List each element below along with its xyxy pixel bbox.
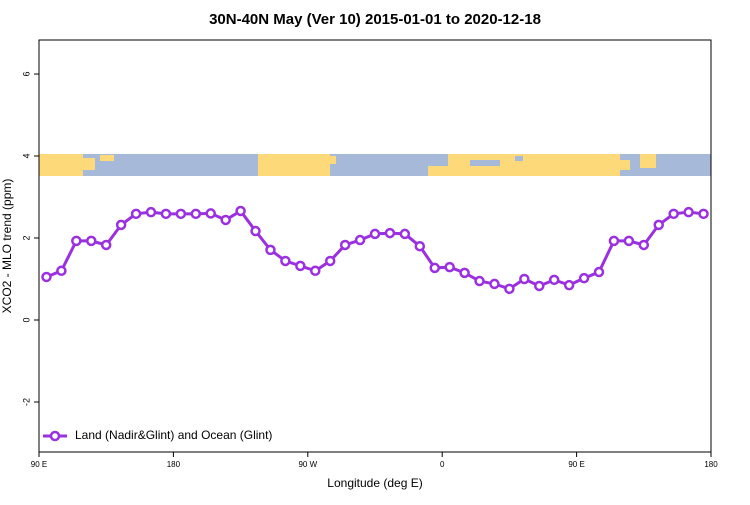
map-band [39,154,711,176]
point [235,205,246,217]
plot-frame [38,39,712,453]
point [384,227,396,239]
x-tick-label: 90 W [298,460,317,469]
point [593,266,605,278]
point [56,265,67,277]
point [698,208,709,220]
point [160,208,172,220]
point [653,219,664,231]
y-tick-label: 0 [21,317,31,322]
point [175,208,187,220]
legend-label: Land (Nadir&Glint) and Ocean (Glint) [75,428,272,442]
point [250,225,261,237]
point [71,235,82,247]
point [339,239,351,251]
point [130,208,142,220]
point [190,208,202,220]
point [444,261,455,273]
point [519,273,530,285]
point [86,235,97,247]
legend-marker [49,430,61,442]
chart-title: 30N-40N May (Ver 10) 2015-01-01 to 2020-… [209,11,541,28]
point [145,206,157,218]
x-tick-label: 180 [704,460,718,469]
x-tick-label: 90 E [568,460,584,469]
point [638,239,650,251]
point [459,267,470,279]
point [608,235,620,247]
point [414,240,426,252]
series-line [45,208,704,291]
point [100,239,112,251]
point [429,262,440,274]
point [220,214,231,226]
point [265,244,276,256]
x-tick-label: 0 [440,460,445,469]
point [41,271,52,283]
y-tick-label: 6 [21,72,31,77]
point [489,278,500,290]
point [354,234,366,246]
point [623,235,635,247]
point [548,274,560,286]
point [668,208,679,220]
y-tick-label: 4 [21,154,31,159]
point [534,280,545,292]
point [474,275,485,287]
point [369,228,381,240]
point [280,255,291,267]
point [504,283,515,295]
point [310,265,321,277]
y-axis-label: XCO2 - MLO trend (ppm) [0,179,14,314]
point [115,219,127,231]
x-tick-label: 180 [167,460,181,469]
point [563,279,575,291]
x-tick-label: 90 E [31,460,47,469]
point [399,228,411,240]
point [578,272,590,284]
y-tick-label: 2 [21,235,31,240]
y-tick-label: -2 [21,398,31,406]
point [683,206,694,218]
point [324,255,336,267]
x-axis-label: Longitude (deg E) [327,476,422,490]
point [295,260,306,272]
point [205,208,216,219]
